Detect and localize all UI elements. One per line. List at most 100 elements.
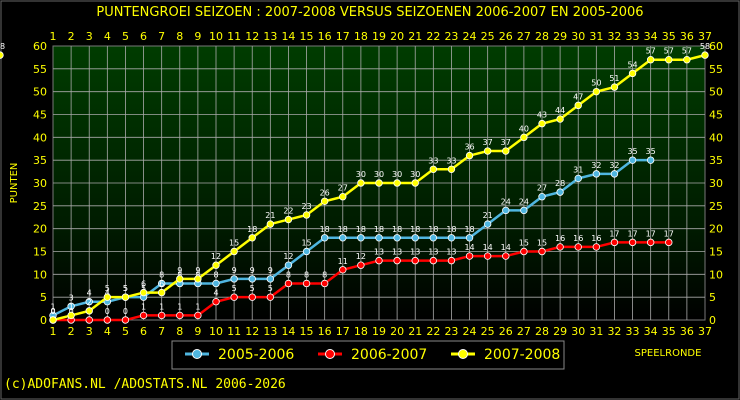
label-2006-2007-28: 15 bbox=[537, 239, 547, 248]
point-2006-2007-6 bbox=[139, 311, 148, 320]
series-2006-2007: 0000011114555888111213131313131414141515… bbox=[49, 229, 674, 324]
label-2007-2008-1: 0 bbox=[50, 307, 55, 316]
label-2005-2006-31: 32 bbox=[591, 161, 601, 170]
label-2005-2006-33: 35 bbox=[627, 147, 637, 156]
x-tick-top-26: 27 bbox=[517, 30, 531, 43]
point-2006-2007-3 bbox=[85, 316, 93, 324]
label-2006-2007-17: 11 bbox=[338, 257, 348, 266]
point-2005-2006-23 bbox=[447, 234, 456, 242]
point-2007-2008-21 bbox=[411, 179, 419, 187]
x-tick-bottom-13: 14 bbox=[281, 325, 295, 338]
point-2007-2008-15 bbox=[302, 211, 311, 219]
label-2007-2008-22: 33 bbox=[428, 156, 438, 165]
point-2005-2006-24 bbox=[465, 234, 474, 242]
label-2005-2006-15: 15 bbox=[301, 239, 311, 248]
x-tick-bottom-19: 20 bbox=[390, 325, 404, 338]
x-tick-bottom-10: 11 bbox=[227, 325, 241, 338]
label-2007-2008-14: 22 bbox=[283, 207, 293, 216]
x-tick-bottom-31: 32 bbox=[607, 325, 621, 338]
point-2007-2008-20 bbox=[393, 179, 401, 187]
y-tick-right-1: 5 bbox=[709, 291, 716, 304]
label-2005-2006-22: 18 bbox=[428, 225, 438, 234]
x-tick-bottom-35: 36 bbox=[680, 325, 694, 338]
point-2007-2008-36 bbox=[683, 56, 691, 64]
x-tick-bottom-21: 22 bbox=[426, 325, 440, 338]
y-tick-right-4: 20 bbox=[709, 223, 723, 236]
y-tick-left-0: 0 bbox=[40, 314, 47, 327]
point-2007-2008-30 bbox=[574, 101, 582, 110]
x-tick-top-13: 14 bbox=[281, 30, 295, 43]
chart-title: PUNTENGROEI SEIZOEN : 2007-2008 VERSUS S… bbox=[96, 5, 643, 20]
label-2007-2008-24: 36 bbox=[464, 143, 474, 152]
point-2006-2007-7 bbox=[157, 311, 166, 320]
x-tick-top-1: 2 bbox=[68, 30, 75, 43]
point-2005-2006-25 bbox=[483, 220, 492, 228]
label-2005-2006-19: 18 bbox=[374, 225, 384, 234]
label-2006-2007-6: 1 bbox=[141, 302, 146, 311]
label-2006-2007-2: 0 bbox=[69, 307, 74, 316]
y-tick-left-10: 50 bbox=[33, 86, 47, 99]
label-2006-2007-20: 13 bbox=[392, 248, 402, 257]
label-2006-2007-10: 4 bbox=[213, 289, 218, 298]
x-tick-bottom-28: 29 bbox=[553, 325, 567, 338]
label-2005-2006-21: 18 bbox=[410, 225, 420, 234]
x-tick-bottom-2: 3 bbox=[86, 325, 93, 338]
point-2005-2006-12 bbox=[248, 275, 256, 283]
label-2006-2007-18: 12 bbox=[356, 252, 366, 261]
label-2005-2006-1: 1 bbox=[50, 302, 55, 311]
x-tick-top-18: 19 bbox=[372, 30, 386, 43]
label-2006-2007-19: 13 bbox=[374, 248, 384, 257]
point-2005-2006-3 bbox=[85, 298, 93, 306]
label-2005-2006-30: 31 bbox=[573, 165, 583, 174]
x-tick-top-33: 34 bbox=[644, 30, 658, 43]
y-tick-right-0: 0 bbox=[709, 314, 716, 327]
point-2006-2007-29 bbox=[556, 243, 564, 251]
x-tick-bottom-7: 8 bbox=[176, 325, 183, 338]
y-axis-label: PUNTEN bbox=[9, 163, 20, 204]
point-2005-2006-17 bbox=[339, 234, 347, 242]
label-2005-2006-8: 8 bbox=[177, 270, 182, 279]
label-2007-2008-19: 30 bbox=[374, 170, 384, 179]
x-tick-top-29: 30 bbox=[571, 30, 585, 43]
point-2005-2006-13 bbox=[266, 275, 275, 283]
legend-swatch-dot-2006-2007 bbox=[325, 349, 335, 359]
label-2007-2008-13: 21 bbox=[265, 211, 275, 220]
label-2007-2008-2: 1 bbox=[69, 302, 74, 311]
label-2007-2008-33: 54 bbox=[627, 60, 637, 69]
point-2006-2007-22 bbox=[429, 256, 438, 265]
point-2006-2007-21 bbox=[411, 256, 419, 265]
point-2006-2007-12 bbox=[248, 293, 256, 301]
point-2006-2007-32 bbox=[610, 238, 619, 247]
x-tick-bottom-15: 16 bbox=[318, 325, 332, 338]
label-2005-2006-5: 5 bbox=[123, 284, 128, 293]
label-2007-2008-23: 33 bbox=[446, 156, 456, 165]
x-tick-bottom-30: 31 bbox=[589, 325, 603, 338]
y-tick-right-9: 45 bbox=[709, 109, 723, 122]
point-2007-2008-6 bbox=[139, 288, 148, 297]
label-2007-2008-8: 9 bbox=[177, 266, 182, 275]
label-2007-2008-32: 51 bbox=[609, 74, 619, 83]
x-tick-top-34: 35 bbox=[662, 30, 676, 43]
series-line-2005-2006 bbox=[52, 158, 651, 317]
x-tick-bottom-17: 18 bbox=[354, 325, 368, 338]
x-tick-top-30: 31 bbox=[589, 30, 603, 43]
legend bbox=[171, 340, 565, 370]
y-tick-right-6: 30 bbox=[709, 177, 723, 190]
point-2006-2007-14 bbox=[284, 279, 293, 288]
point-2006-2007-4 bbox=[103, 316, 112, 324]
y-tick-right-5: 25 bbox=[709, 200, 723, 213]
label-2005-2006-20: 18 bbox=[392, 225, 402, 234]
footer-credit: (c)ADOFANS.NL /ADOSTATS.NL 2006-2026 bbox=[4, 377, 286, 392]
point-2005-2006-2 bbox=[67, 302, 75, 310]
point-2007-2008-3 bbox=[85, 307, 93, 315]
x-tick-top-14: 15 bbox=[300, 30, 314, 43]
y-tick-left-11: 55 bbox=[33, 63, 47, 76]
point-2005-2006-19 bbox=[375, 234, 383, 242]
label-2005-2006-32: 32 bbox=[609, 161, 619, 170]
x-tick-top-12: 13 bbox=[263, 30, 277, 43]
x-tick-bottom-34: 35 bbox=[662, 325, 676, 338]
label-2006-2007-35: 17 bbox=[664, 229, 674, 238]
label-2005-2006-10: 8 bbox=[213, 270, 218, 279]
point-2006-2007-20 bbox=[393, 256, 401, 265]
x-tick-top-3: 4 bbox=[104, 30, 111, 43]
